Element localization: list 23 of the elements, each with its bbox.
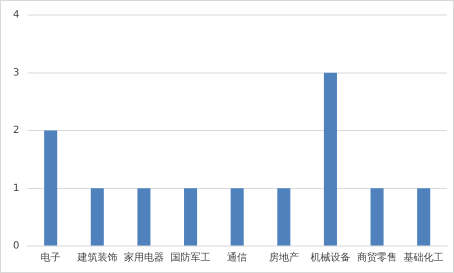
- x-tick-label: 机械设备: [310, 252, 350, 264]
- y-tick-label: 3: [12, 67, 20, 78]
- x-tick-label: 房地产: [268, 252, 299, 264]
- bar: [184, 188, 198, 246]
- bar: [370, 188, 384, 246]
- x-tick-label: 国防军工: [170, 252, 211, 264]
- y-tick-label: 1: [12, 182, 20, 194]
- y-tick-label: 0: [12, 240, 20, 252]
- bar: [230, 188, 244, 246]
- bar: [417, 188, 430, 246]
- bar: [137, 188, 150, 246]
- x-tick-label: 电子: [40, 252, 61, 264]
- x-tick-label: 建筑装饰: [76, 252, 118, 264]
- x-tick-label: 商贸零售: [357, 252, 398, 264]
- x-tick-label: 基础化工: [404, 252, 444, 264]
- x-tick-label: 通信: [227, 252, 248, 264]
- y-tick-label: 4: [12, 10, 20, 21]
- bar: [324, 72, 337, 246]
- bar: [44, 130, 58, 246]
- bar: [277, 188, 290, 246]
- y-tick-label: 2: [12, 125, 20, 136]
- x-tick-label: 家用电器: [124, 252, 164, 264]
- bar: [90, 188, 104, 246]
